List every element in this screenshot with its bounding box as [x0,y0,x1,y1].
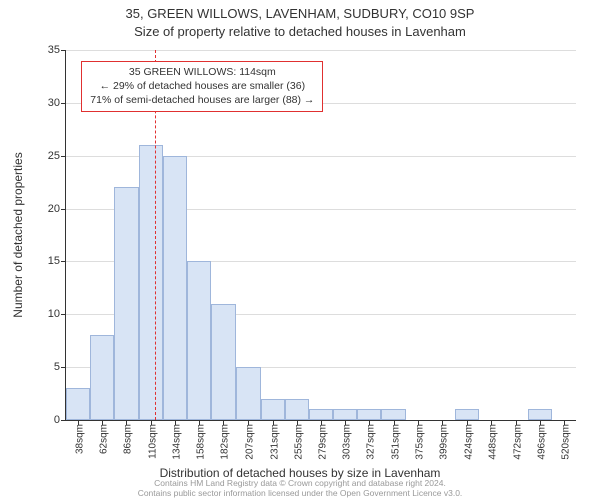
y-tick-label: 25 [48,150,60,162]
x-tick-label: 110sqm [147,424,158,459]
histogram-bar [381,409,405,420]
gridline-horizontal [66,50,576,51]
x-tick-label: 303sqm [342,424,353,460]
x-tick-label: 182sqm [220,424,231,460]
histogram-bar [333,409,357,420]
y-tick-label: 30 [48,97,60,109]
histogram-bar [309,409,333,420]
histogram-bar [163,156,187,420]
y-tick-mark [61,50,66,51]
histogram-bar [211,304,236,420]
y-tick-label: 20 [48,203,60,215]
y-axis-label: Number of detached properties [11,152,25,317]
x-tick-label: 62sqm [99,424,110,454]
y-tick-label: 10 [48,308,60,320]
annotation-box: 35 GREEN WILLOWS: 114sqm← 29% of detache… [81,61,323,112]
histogram-plot: 0510152025303538sqm62sqm86sqm110sqm134sq… [65,50,576,421]
x-tick-label: 375sqm [414,424,425,460]
x-tick-label: 399sqm [438,424,449,460]
x-tick-label: 496sqm [536,424,547,460]
x-tick-label: 207sqm [245,424,256,460]
histogram-bar [114,187,138,420]
annotation-line: ← 29% of detached houses are smaller (36… [90,79,314,93]
histogram-bar [455,409,479,420]
histogram-bar [528,409,552,420]
y-tick-mark [61,420,66,421]
x-tick-label: 158sqm [196,424,207,460]
x-tick-label: 327sqm [366,424,377,460]
y-tick-label: 0 [54,414,60,426]
histogram-bar [261,399,285,420]
page-title-line2: Size of property relative to detached ho… [0,24,600,39]
x-tick-label: 279sqm [318,424,329,460]
x-tick-label: 38sqm [75,424,86,454]
histogram-bar [90,335,114,420]
x-tick-label: 351sqm [390,424,401,460]
x-tick-label: 255sqm [293,424,304,460]
y-tick-label: 15 [48,255,60,267]
y-tick-mark [61,261,66,262]
page-title-line1: 35, GREEN WILLOWS, LAVENHAM, SUDBURY, CO… [0,6,600,21]
histogram-bar [139,145,163,420]
y-tick-mark [61,314,66,315]
y-tick-label: 35 [48,44,60,56]
x-tick-label: 520sqm [560,424,571,460]
footer-line2: Contains public sector information licen… [138,488,463,498]
x-tick-label: 231sqm [269,424,280,460]
x-tick-label: 86sqm [123,424,134,454]
y-tick-label: 5 [54,361,60,373]
x-tick-label: 424sqm [464,424,475,460]
x-tick-label: 134sqm [171,424,182,460]
x-tick-label: 448sqm [488,424,499,460]
attribution-footer: Contains HM Land Registry data © Crown c… [0,479,600,498]
histogram-bar [236,367,260,420]
x-tick-label: 472sqm [512,424,523,460]
y-tick-mark [61,156,66,157]
y-tick-mark [61,209,66,210]
histogram-bar [187,261,211,420]
y-tick-mark [61,367,66,368]
y-tick-mark [61,103,66,104]
annotation-line: 71% of semi-detached houses are larger (… [90,93,314,107]
histogram-bar [66,388,90,420]
annotation-line: 35 GREEN WILLOWS: 114sqm [90,65,314,79]
histogram-bar [285,399,309,420]
histogram-bar [357,409,381,420]
